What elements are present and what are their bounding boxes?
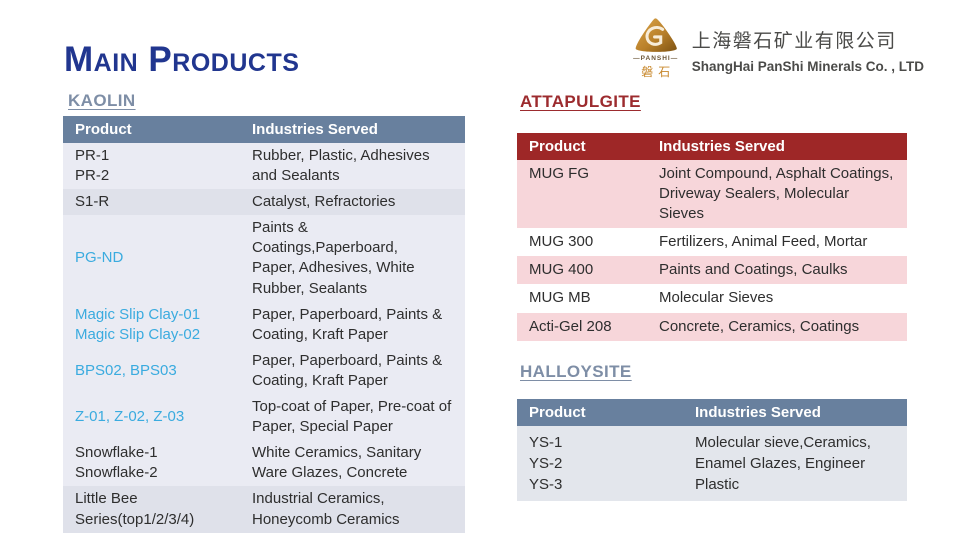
cell-industries: Paper, Paperboard, Paints & Coating, Kra… xyxy=(240,301,465,348)
table-row: PG-ND Paints & Coatings,Paperboard, Pape… xyxy=(63,215,465,302)
cell-industries: Paper, Paperboard, Paints & Coating, Kra… xyxy=(240,347,465,395)
company-name-cn: 上海磐石矿业有限公司 xyxy=(691,31,897,52)
table-row: MUG 300 Fertilizers, Animal Feed, Mortar xyxy=(517,228,907,257)
cell-industries: Industrial Ceramics, Honeycomb Ceramics xyxy=(240,486,465,533)
cell-product: Z-01, Z-02, Z-03 xyxy=(63,394,240,441)
col-header-industries: Industries Served xyxy=(683,399,907,426)
col-header-industries: Industries Served xyxy=(240,116,465,143)
cell-product: Magic Slip Clay-01 Magic Slip Clay-02 xyxy=(63,301,240,348)
section-attapulgite-heading: ATTAPULGITE xyxy=(520,92,641,111)
cell-product: Acti-Gel 208 xyxy=(517,312,647,341)
cell-product: Little Bee Series(top1/2/3/4) xyxy=(63,486,240,533)
table-row: S1-R Catalyst, Refractories xyxy=(63,189,465,216)
table-row: Snowflake-1 Snowflake-2 White Ceramics, … xyxy=(63,440,465,487)
halloysite-table: Product Industries Served YS-1 YS-2 YS-3… xyxy=(517,399,907,501)
company-name-block: 上海磐石矿业有限公司 ShangHai PanShi Minerals Co. … xyxy=(692,18,924,74)
col-header-industries: Industries Served xyxy=(647,133,907,160)
halloysite-header-row: Product Industries Served xyxy=(517,399,907,426)
page-title: Main Products xyxy=(64,40,300,79)
cell-industries: Fertilizers, Animal Feed, Mortar xyxy=(647,228,907,257)
cell-product: YS-1 YS-2 YS-3 xyxy=(517,426,683,501)
col-header-product: Product xyxy=(63,116,240,143)
section-halloysite-heading: HALLOYSITE xyxy=(520,362,632,381)
attapulgite-table: Product Industries Served MUG FG Joint C… xyxy=(517,133,907,341)
cell-industries: Paints & Coatings,Paperboard, Paper, Adh… xyxy=(240,215,465,302)
cell-industries: Paints and Coatings, Caulks xyxy=(647,256,907,285)
table-row: YS-1 YS-2 YS-3 Molecular sieve,Ceramics,… xyxy=(517,426,907,501)
cell-product: Snowflake-1 Snowflake-2 xyxy=(63,440,240,487)
kaolin-table: Product Industries Served PR-1 PR-2 Rubb… xyxy=(63,116,465,533)
table-row: MUG MB Molecular Sieves xyxy=(517,284,907,313)
logo-panshi-cn: 磐石 xyxy=(641,65,676,79)
col-header-product: Product xyxy=(517,133,647,160)
cell-product: S1-R xyxy=(63,189,240,216)
cell-industries: Concrete, Ceramics, Coatings xyxy=(647,312,907,341)
table-row: Little Bee Series(top1/2/3/4) Industrial… xyxy=(63,486,465,533)
table-row: Magic Slip Clay-01 Magic Slip Clay-02 Pa… xyxy=(63,301,465,348)
cell-product: PG-ND xyxy=(63,215,240,302)
cell-industries: Joint Compound, Asphalt Coatings, Drivew… xyxy=(647,160,907,229)
table-row: MUG FG Joint Compound, Asphalt Coatings,… xyxy=(517,160,907,229)
cell-industries: Rubber, Plastic, Adhesives and Sealants xyxy=(240,143,465,190)
attapulgite-header-row: Product Industries Served xyxy=(517,133,907,160)
cell-industries: Molecular sieve,Ceramics, Enamel Glazes,… xyxy=(683,426,907,501)
table-row: Z-01, Z-02, Z-03 Top-coat of Paper, Pre-… xyxy=(63,394,465,441)
company-name-en: ShangHai PanShi Minerals Co. , LTD xyxy=(691,59,924,74)
cell-industries: Top-coat of Paper, Pre-coat of Paper, Sp… xyxy=(240,394,465,441)
cell-product: MUG FG xyxy=(517,160,647,229)
panshi-logo-mark: —PANSHI— 磐石 xyxy=(630,18,682,80)
cell-product: BPS02, BPS03 xyxy=(63,347,240,395)
logo-panshi-text: —PANSHI— xyxy=(633,55,679,62)
cell-product: MUG 400 xyxy=(517,256,647,285)
cell-product: PR-1 PR-2 xyxy=(63,143,240,190)
cell-product: MUG 300 xyxy=(517,228,647,257)
panshi-mountain-icon xyxy=(635,18,677,52)
table-row: PR-1 PR-2 Rubber, Plastic, Adhesives and… xyxy=(63,143,465,190)
cell-industries: Catalyst, Refractories xyxy=(240,189,465,216)
cell-industries: Molecular Sieves xyxy=(647,284,907,313)
company-logo: —PANSHI— 磐石 上海磐石矿业有限公司 ShangHai PanShi M… xyxy=(630,18,924,80)
table-row: BPS02, BPS03 Paper, Paperboard, Paints &… xyxy=(63,347,465,395)
col-header-product: Product xyxy=(517,399,683,426)
cell-industries: White Ceramics, Sanitary Ware Glazes, Co… xyxy=(240,440,465,487)
section-kaolin-heading: KAOLIN xyxy=(68,91,136,110)
kaolin-header-row: Product Industries Served xyxy=(63,116,465,143)
cell-product: MUG MB xyxy=(517,284,647,313)
table-row: Acti-Gel 208 Concrete, Ceramics, Coating… xyxy=(517,312,907,341)
table-row: MUG 400 Paints and Coatings, Caulks xyxy=(517,256,907,285)
